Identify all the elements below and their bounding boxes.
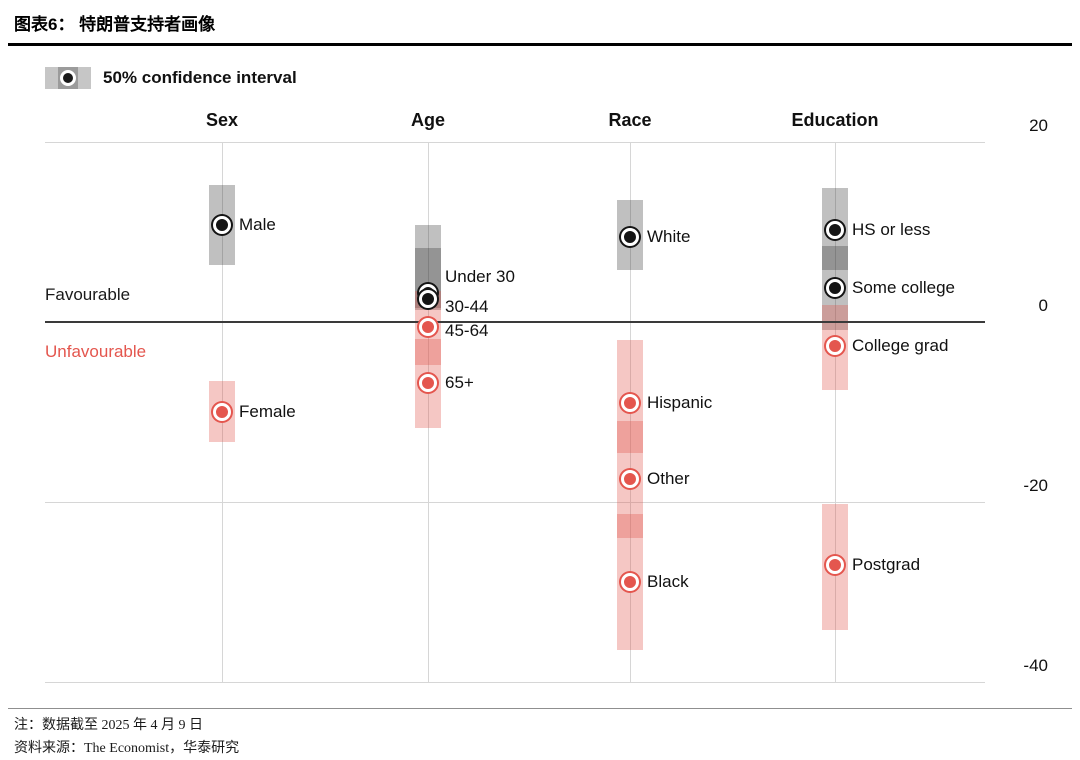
data-point-30-44 (419, 289, 437, 308)
column-gridline (835, 142, 836, 682)
point-label-hispanic: Hispanic (647, 393, 713, 412)
group-header-race: Race (608, 110, 652, 130)
point-label-45-64: 45-64 (445, 321, 489, 341)
point-label-some-college: Some college (852, 277, 956, 297)
y-tick-label: -20 (1023, 476, 1048, 495)
point-label-male: Male (239, 214, 276, 234)
y-gridline (45, 142, 985, 143)
y-gridline (45, 502, 985, 503)
footnotes: 注：数据截至 2025 年 4 月 9 日 资料来源：The Economist… (14, 714, 239, 760)
group-header-age: Age (410, 110, 445, 130)
data-point-65- (419, 374, 437, 393)
unfavourable-label: Unfavourable (45, 342, 147, 361)
point-label-other: Other (647, 468, 690, 488)
confidence-interval-swatch-icon (45, 67, 91, 89)
data-point-white (621, 228, 639, 247)
footer-divider (8, 708, 1072, 709)
legend-label: 50% confidence interval (103, 68, 297, 87)
data-point-college-grad (826, 337, 844, 356)
data-point-hs-or-less (826, 221, 844, 240)
data-point-hispanic (621, 394, 639, 412)
chart-title: 图表6： 特朗普支持者画像 (8, 8, 1072, 46)
column-gridline (630, 142, 631, 682)
swatch-dot-icon (60, 70, 76, 86)
point-label-65-: 65+ (445, 373, 474, 393)
column-gridline (428, 142, 429, 682)
data-point-45-64 (419, 318, 437, 337)
point-label-postgrad: Postgrad (852, 555, 921, 574)
point-label-female: Female (239, 402, 296, 421)
point-label-hs-or-less: HS or less (852, 220, 931, 240)
zero-axis-line (45, 321, 985, 323)
data-point-male (213, 215, 231, 234)
group-header-sex: Sex (205, 110, 239, 130)
point-label-under-30: Under 30 (445, 267, 515, 287)
point-label-college-grad: College grad (852, 336, 949, 356)
point-label-white: White (647, 227, 691, 247)
point-label-black: Black (647, 572, 689, 592)
data-point-some-college (826, 278, 844, 297)
point-label-30-44: 30-44 (445, 296, 489, 316)
data-point-other (621, 469, 639, 488)
chart-title-text: 图表6： 特朗普支持者画像 (14, 15, 216, 34)
group-header-education: Education (791, 110, 879, 130)
data-point-female (213, 403, 231, 421)
y-tick-label: 0 (1038, 296, 1048, 315)
source-line: 资料来源：The Economist，华泰研究 (14, 741, 240, 756)
y-tick-label: -40 (1023, 656, 1048, 675)
favourable-label: Favourable (45, 285, 131, 304)
legend: 50% confidence interval (45, 66, 297, 90)
data-point-black (621, 573, 639, 592)
y-gridline (45, 682, 985, 683)
data-point-postgrad (826, 556, 844, 574)
y-tick-label: 20 (1029, 116, 1048, 135)
note-line: 注：数据截至 2025 年 4 月 9 日 (14, 718, 203, 733)
